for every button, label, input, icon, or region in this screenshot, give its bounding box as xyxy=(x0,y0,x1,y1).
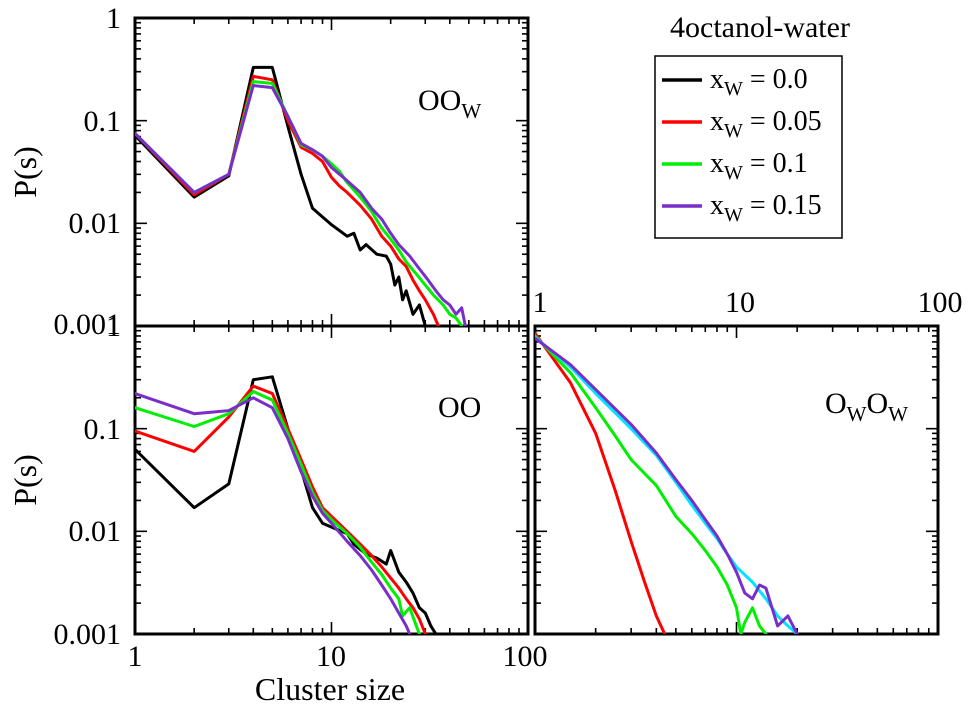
panel-oo-ticks xyxy=(134,325,529,635)
panel-oow-series-line-0 xyxy=(135,65,427,326)
panel-oo-series-line-1 xyxy=(135,384,427,634)
panel-oo-series-line-2 xyxy=(135,390,421,634)
panel-oow-series-line-1 xyxy=(135,74,440,326)
figure-title: 4octanol-water xyxy=(670,11,850,44)
tl-ytick-label: 0.001 xyxy=(54,308,122,341)
bl-xtick-label: 100 xyxy=(503,640,548,673)
y-axis-title-bottom: P(s) xyxy=(7,454,43,506)
bl-xtick-label: 1 xyxy=(128,640,143,673)
panel-oo-frame xyxy=(133,324,530,636)
legend-item: xW = 0.15 xyxy=(662,190,822,226)
panel-oo-series-line-0 xyxy=(135,375,438,634)
bl-ytick-label: 0.001 xyxy=(54,618,122,651)
legend-label: xW = 0.1 xyxy=(710,148,808,184)
legend: xW = 0.0 xW = 0.05 xW = 0.1 xW = 0.15 xyxy=(654,55,843,239)
panel-oo-series-line-3 xyxy=(135,392,412,634)
panel-oow-series-line-2 xyxy=(135,80,464,326)
bl-ytick-label: 1 xyxy=(106,310,121,343)
panel-oo-series xyxy=(135,375,438,634)
br-xtick-label: 1 xyxy=(533,286,548,319)
legend-item: xW = 0.0 xyxy=(662,64,808,100)
panel-oow-series xyxy=(135,65,467,326)
panel-owow-series-line-1 xyxy=(535,334,768,634)
panel-label-owow: OWOW xyxy=(825,387,908,426)
legend-label: xW = 0.05 xyxy=(710,106,822,142)
bl-ytick-label: 0.1 xyxy=(84,413,122,446)
panel-owow-ticks xyxy=(534,325,939,635)
panel-owow-series-line-3 xyxy=(535,336,799,634)
panel-owow-series xyxy=(535,331,799,634)
br-xtick-label: 100 xyxy=(918,286,963,319)
tl-ytick-label: 0.01 xyxy=(69,207,122,240)
bl-ytick-label: 0.01 xyxy=(69,515,122,548)
panel-label-oow: OOW xyxy=(418,84,481,123)
br-xtick-label: 10 xyxy=(725,286,755,319)
panel-owow-series-line-0 xyxy=(535,331,667,634)
legend-item: xW = 0.1 xyxy=(662,148,808,184)
legend-label: xW = 0.0 xyxy=(710,64,808,100)
panel-oow-ticks xyxy=(134,17,529,327)
tl-ytick-label: 0.1 xyxy=(84,105,122,138)
y-axis-title-top: P(s) xyxy=(7,146,43,198)
legend-item: xW = 0.05 xyxy=(662,106,822,142)
panel-label-oo: OO xyxy=(438,391,481,424)
legend-label: xW = 0.15 xyxy=(710,190,822,226)
panel-owow-frame xyxy=(533,324,940,636)
panel-oow-frame xyxy=(133,16,530,328)
bl-xtick-label: 10 xyxy=(316,640,346,673)
panel-oow-series-line-3 xyxy=(135,84,467,326)
tl-ytick-label: 1 xyxy=(106,2,121,35)
x-axis-title: Cluster size xyxy=(255,671,405,707)
